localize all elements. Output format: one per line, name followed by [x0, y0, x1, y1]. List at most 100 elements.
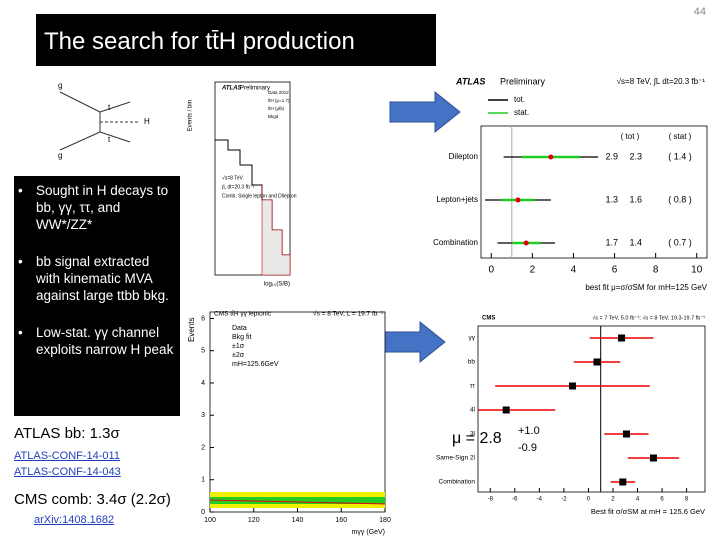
y-tick-label: 6: [201, 315, 205, 322]
x-tick-label: 10: [691, 265, 703, 276]
x-tick-label: 8: [653, 265, 659, 276]
label: ( 1.4 ): [668, 151, 692, 161]
diagram-line: [59, 91, 101, 113]
label: Bkg fit: [232, 334, 252, 341]
slide-title: The search for tt̄H production: [36, 14, 436, 66]
x-tick-label: -6: [512, 497, 518, 503]
label: 2.9: [605, 151, 618, 161]
y-tick-label: 0: [201, 509, 205, 516]
point: [593, 358, 601, 366]
cms-summary: CMS comb: 3.4σ (2.2σ): [14, 491, 171, 508]
label: ±2σ: [232, 352, 245, 359]
point: [619, 478, 627, 486]
x-tick-label: 0: [488, 265, 494, 276]
label: mγγ (GeV): [352, 529, 385, 536]
band-1sigma: [210, 497, 385, 504]
x-tick-label: 2: [611, 497, 615, 503]
diagram-label: H: [144, 117, 150, 126]
diagram-label: t: [108, 135, 111, 144]
x-tick-label: -8: [488, 497, 494, 503]
row-label: 3l: [470, 431, 476, 438]
point: [548, 154, 554, 160]
x-tick-label: 120: [248, 517, 260, 524]
x-tick-label: -2: [561, 497, 567, 503]
bullet: Low-stat. γγ channel exploits narrow H p…: [18, 324, 174, 358]
label: ( 0.8 ): [668, 194, 692, 204]
label: Best fit σ/σSM at mH = 125.6 GeV: [591, 507, 705, 516]
x-tick-label: 4: [636, 497, 640, 503]
histogram-step: [261, 185, 291, 276]
y-tick-label: 4: [201, 380, 205, 387]
x-tick-label: 4: [571, 265, 577, 276]
label: Bkgd: [268, 114, 279, 119]
label: ( stat ): [669, 132, 692, 141]
fit-line: [209, 499, 386, 505]
label: √s = 8 TeV, L = 19.7 fb⁻¹: [313, 310, 384, 318]
label: 1.4: [629, 237, 642, 247]
label: Preliminary: [240, 86, 270, 92]
label: tot.: [514, 95, 525, 104]
link[interactable]: ATLAS-CONF-14-043: [14, 466, 121, 478]
point: [502, 406, 510, 414]
x-tick-label: 180: [379, 517, 391, 524]
diagram-label: g: [58, 151, 62, 160]
label: log₁₀(S/B): [264, 282, 290, 288]
label: Events: [187, 318, 196, 342]
page-number: 44: [693, 6, 706, 18]
diagram-label: g: [58, 81, 62, 90]
label: 1.7: [605, 237, 618, 247]
label: ATLAS: [455, 76, 485, 86]
label: Data: [232, 325, 247, 332]
x-tick-label: 160: [335, 517, 347, 524]
row-label: Dilepton: [449, 152, 478, 161]
plot-frame: [477, 325, 706, 493]
x-tick-label: 140: [292, 517, 304, 524]
point: [523, 240, 529, 246]
label: Comb. Single lepton and Dilepton: [222, 193, 297, 199]
row-label: 4l: [470, 407, 476, 414]
row-label: ττ: [470, 383, 476, 390]
label: 2.3: [629, 151, 642, 161]
label: Preliminary: [500, 76, 546, 86]
link[interactable]: ATLAS-CONF-14-011: [14, 450, 120, 462]
label: tt̄H (μ=1.7): [268, 98, 290, 104]
diagram-label: t: [108, 103, 111, 112]
x-tick-label: -4: [537, 497, 543, 503]
y-tick-label: 1: [201, 477, 205, 484]
label: ( tot ): [621, 132, 640, 141]
label: stat.: [514, 108, 529, 117]
arrow: [389, 90, 461, 134]
label: Events / bin: [188, 100, 194, 131]
row-label: Lepton+jets: [436, 195, 478, 204]
plot-frame: [480, 125, 708, 259]
bullet-list: Sought in H decays to bb, γγ, ττ, and WW…: [14, 182, 174, 358]
label: ( 0.7 ): [668, 237, 692, 247]
label: CMS: [482, 316, 495, 322]
y-tick-label: 5: [201, 348, 205, 355]
label: best fit μ=σ/σSM for mH=125 GeV: [585, 283, 707, 292]
link[interactable]: arXiv:1408.1682: [34, 514, 115, 526]
label: 1.6: [629, 194, 642, 204]
point: [618, 334, 626, 342]
x-tick-label: 2: [530, 265, 536, 276]
arrow: [374, 320, 446, 364]
x-tick-label: 8: [685, 497, 689, 503]
x-tick-label: 100: [204, 517, 216, 524]
label: tt̄H (μfit): [268, 106, 285, 112]
row-label: γγ: [469, 335, 476, 342]
atlas-summary: ATLAS bb: 1.3σ: [14, 425, 120, 442]
point: [622, 430, 630, 438]
label: √s=8 TeV: [222, 174, 244, 181]
y-tick-label: 3: [201, 412, 205, 419]
mu-plus: +1.0: [518, 425, 540, 437]
y-tick-label: 2: [201, 444, 205, 451]
label: ∫L dt=20.3 fb⁻¹: [221, 184, 254, 190]
x-tick-label: 0: [587, 497, 591, 503]
diagram-line: [99, 131, 131, 143]
row-label: Combination: [433, 238, 478, 247]
bullet-box: Sought in H decays to bb, γγ, ττ, and WW…: [14, 176, 180, 416]
row-label: Same-Sign 2l: [436, 455, 476, 462]
label: √s=8 TeV, ∫L dt=20.3 fb⁻¹: [617, 77, 706, 86]
